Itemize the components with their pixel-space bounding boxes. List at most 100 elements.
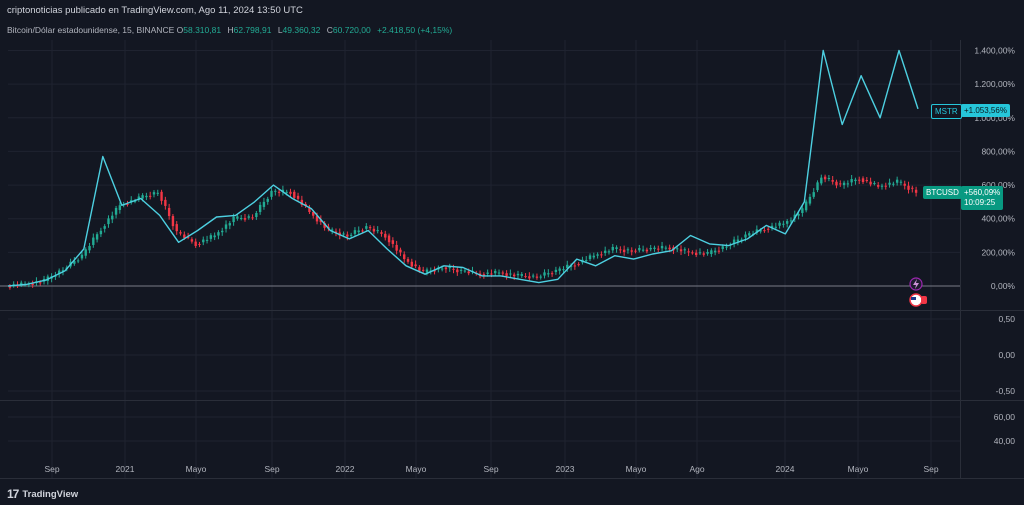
- btc-candle: [141, 195, 144, 199]
- btc-candle: [243, 218, 247, 220]
- lightning-bolt: [913, 279, 919, 289]
- x-tick-label: Ago: [689, 464, 704, 474]
- btc-candle: [448, 266, 451, 269]
- low-label: L: [277, 25, 283, 35]
- btc-candle: [903, 183, 906, 186]
- x-tick-label: Sep: [483, 464, 498, 474]
- y-tick-label: 1.000,00%: [974, 113, 1015, 123]
- btc-candle: [823, 176, 827, 180]
- btc-candle: [433, 270, 436, 272]
- y-tick-label: 60,00: [994, 412, 1016, 422]
- btc-candle: [505, 273, 508, 276]
- btc-candle: [804, 201, 808, 211]
- btc-candle: [497, 272, 501, 274]
- btc-candle: [797, 214, 800, 216]
- btc-candle: [183, 234, 186, 238]
- btc-candle: [145, 195, 148, 198]
- x-tick-label: Sep: [44, 464, 59, 474]
- x-axis: Sep 2021 Mayo Sep 2022 Mayo Sep 2023 Mayo Ago 2024…: [44, 464, 938, 474]
- btc-candle: [224, 224, 228, 229]
- btc-candle: [524, 276, 527, 278]
- change-value: +2.418,50 (+4,15%): [377, 25, 453, 35]
- btc-candle: [691, 252, 694, 254]
- x-tick-label: Mayo: [626, 464, 647, 474]
- y-tick-label: 400,00%: [981, 214, 1015, 224]
- btc-candle: [516, 273, 520, 276]
- btc-candle: [698, 252, 702, 254]
- btc-candle: [816, 182, 819, 191]
- mstr-line: [7, 49, 919, 287]
- btc-candle: [827, 178, 831, 180]
- btc-candle: [713, 250, 717, 253]
- btc-candle: [346, 234, 349, 237]
- btc-candle: [61, 270, 65, 272]
- btc-candle: [725, 246, 728, 248]
- btc-candle: [880, 185, 884, 187]
- btc-candle: [353, 230, 357, 234]
- btc-candle: [895, 179, 899, 183]
- btc-candle: [778, 222, 781, 226]
- btc-candle: [550, 273, 554, 275]
- btc-candle: [512, 274, 516, 277]
- btc-candle: [721, 246, 724, 249]
- btc-candle: [668, 247, 671, 250]
- btc-candle: [160, 191, 163, 201]
- btc-candle: [258, 204, 262, 212]
- x-tick-label: Mayo: [848, 464, 869, 474]
- btc-candle: [547, 273, 550, 275]
- btc-candle: [440, 268, 444, 270]
- btc-candle: [554, 269, 558, 273]
- btc-candle: [566, 264, 569, 269]
- btc-candle: [717, 250, 721, 252]
- btc-symbol-badge: BTCUSD: [923, 186, 962, 199]
- symbol-name: Bitcoin/Dólar estadounidense, 15, BINANC…: [7, 25, 175, 35]
- btc-candle: [467, 271, 470, 274]
- btc-candle: [463, 270, 467, 272]
- btc-candle: [767, 228, 770, 230]
- mstr-symbol-badge: MSTR: [931, 104, 962, 119]
- btc-candle: [391, 240, 395, 244]
- btc-candle: [573, 265, 577, 267]
- btc-candle: [596, 254, 599, 256]
- btc-candle: [486, 272, 489, 274]
- btc-candle: [774, 226, 778, 228]
- btc-candle: [531, 275, 535, 277]
- btc-candle: [702, 253, 705, 255]
- btc-candle: [907, 185, 910, 190]
- btc-candle: [277, 191, 281, 193]
- btc-candle: [330, 229, 334, 231]
- y-tick-label: 40,00: [994, 436, 1016, 446]
- btc-candle: [92, 237, 95, 245]
- btc-candle: [638, 247, 641, 251]
- btc-candle: [740, 239, 743, 241]
- btc-candle: [209, 235, 213, 239]
- mstr-symbol: MSTR: [935, 107, 958, 116]
- btc-candle: [285, 191, 288, 193]
- btc-candle: [418, 267, 421, 271]
- publish-header: criptonoticias publicado en TradingView.…: [7, 5, 303, 16]
- btc-candle: [850, 179, 853, 183]
- btc-candle: [603, 250, 607, 254]
- footer-brand[interactable]: TradingView: [22, 488, 79, 500]
- btc-candle: [585, 260, 588, 262]
- btc-candle: [293, 191, 296, 198]
- event-marker: [921, 296, 927, 304]
- btc-candle: [630, 250, 633, 252]
- btc-candle: [634, 250, 637, 252]
- btc-candle: [687, 251, 690, 253]
- btc-candle: [239, 218, 243, 220]
- btc-candle: [137, 196, 141, 200]
- btc-candle: [865, 180, 869, 182]
- btc-candle: [270, 190, 273, 197]
- btc-candle: [835, 181, 838, 186]
- btc-candle: [421, 269, 425, 271]
- btc-candle: [84, 249, 87, 256]
- btc-candle: [281, 189, 285, 192]
- x-tick-label: 2024: [776, 464, 795, 474]
- btc-candle: [54, 275, 57, 277]
- btc-candle: [694, 252, 698, 256]
- btcusd-candles: [8, 174, 918, 290]
- btc-candle: [592, 255, 596, 258]
- btc-candle: [884, 185, 887, 187]
